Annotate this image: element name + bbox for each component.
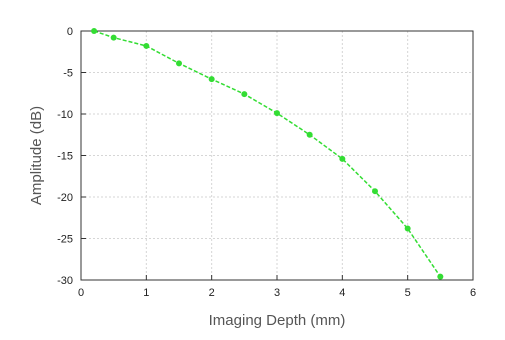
data-point (143, 42, 150, 49)
y-axis-title: Amplitude (dB) (28, 106, 45, 205)
y-tick-label: -25 (57, 234, 73, 246)
x-tick-label: 3 (274, 287, 280, 299)
y-tick-label: -15 (57, 151, 73, 163)
y-tick-labels: 0 -5 -10 -15 -20 -25 -30 (57, 26, 73, 287)
data-point (404, 225, 411, 232)
data-point (372, 188, 378, 195)
data-point (274, 110, 280, 117)
x-tick-label: 0 (78, 287, 84, 299)
series-line (93, 30, 441, 278)
x-tick-label: 4 (339, 287, 345, 299)
x-tick-label: 1 (143, 287, 149, 299)
x-axis-title: Imaging Depth (mm) (209, 312, 346, 329)
grid-layer (80, 30, 474, 281)
data-point (306, 131, 313, 138)
x-tick-label: 5 (405, 287, 411, 299)
data-point (208, 76, 215, 83)
y-tick-label: -5 (63, 68, 73, 80)
data-point (176, 60, 182, 67)
y-tick-label: -20 (57, 192, 73, 204)
y-tick-label: 0 (67, 26, 73, 38)
y-tick-label: -30 (57, 275, 73, 287)
data-point (339, 155, 346, 162)
axes-layer (80, 30, 474, 281)
data-point (241, 91, 248, 98)
data-point (110, 34, 117, 41)
x-tick-label: 6 (470, 287, 476, 299)
y-tick-label: -10 (57, 109, 73, 121)
x-tick-labels: 0 1 2 3 4 5 6 (78, 287, 476, 299)
x-tick-label: 2 (209, 287, 215, 299)
series-layer (91, 28, 444, 280)
data-point (437, 273, 444, 280)
data-point (91, 28, 98, 34)
